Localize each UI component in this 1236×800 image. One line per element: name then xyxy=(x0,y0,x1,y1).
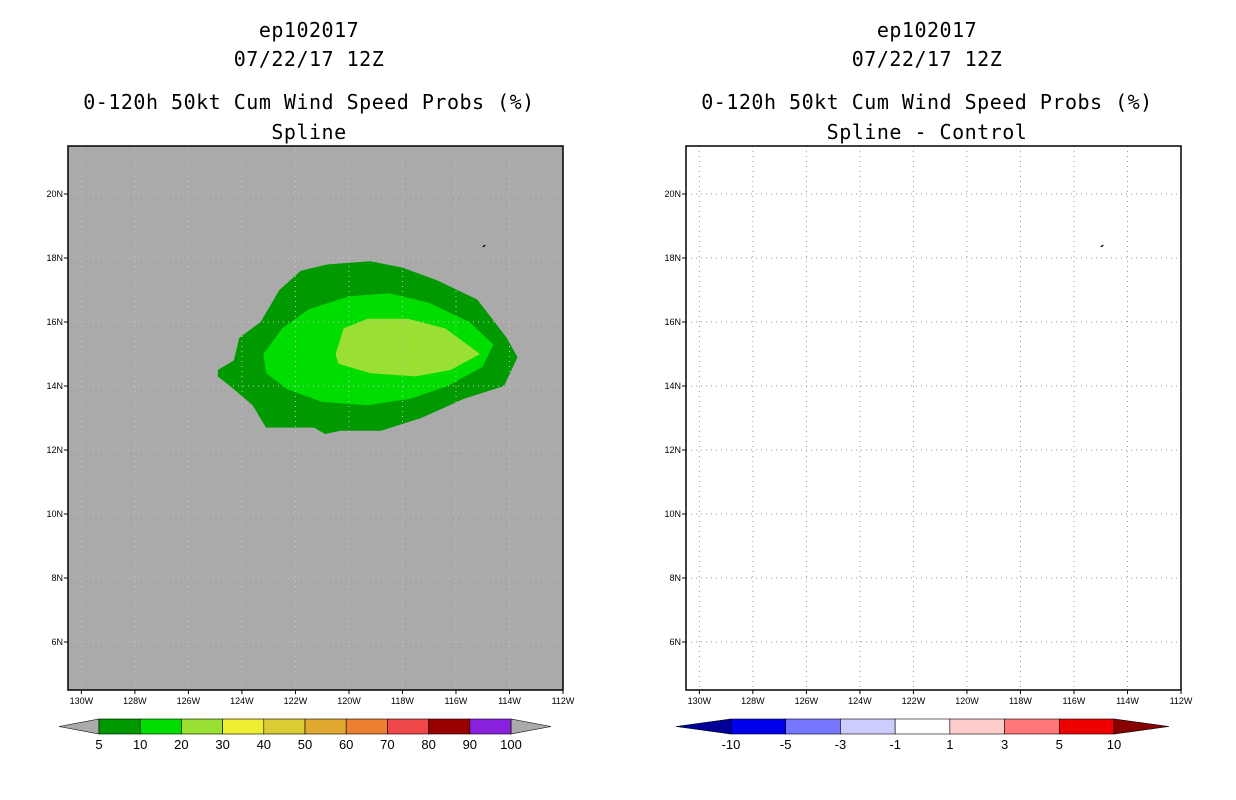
y-tick-label: 6N xyxy=(669,637,681,647)
product-title: 0-120h 50kt Cum Wind Speed Probs (%) xyxy=(83,90,535,114)
difference-map: 130W 128W 126W 124W 122W 120W 118W 116W 114W 112W… xyxy=(664,145,1193,752)
colorbar-label: 5 xyxy=(1056,737,1063,752)
colorbar-label: -10 xyxy=(722,737,741,752)
x-tick-label: 120W xyxy=(337,696,361,706)
x-tick-label: 130W xyxy=(688,696,712,706)
y-tick-label: 16N xyxy=(664,317,681,327)
colorbar-label: 70 xyxy=(380,737,394,752)
x-tick-label: 116W xyxy=(1063,696,1086,706)
colorbar-swatch xyxy=(98,718,141,735)
x-tick-label: 122W xyxy=(902,696,926,706)
x-tick-label: 114W xyxy=(1116,696,1139,706)
y-tick-label: 14N xyxy=(664,381,681,391)
colorbar-label: 5 xyxy=(95,737,102,752)
map-frame xyxy=(685,145,1182,691)
colorbar-low-end xyxy=(58,718,100,735)
difference-panel: ep102017 07/22/17 12Z 0-120h 50kt Cum Wi… xyxy=(618,0,1236,800)
x-tick-label: 128W xyxy=(741,696,765,706)
x-tick-label: 112W xyxy=(552,696,575,706)
x-tick-label: 124W xyxy=(230,696,254,706)
x-tick-label: 118W xyxy=(391,696,414,706)
colorbar-swatch xyxy=(894,718,951,735)
colorbar-swatch xyxy=(469,718,512,735)
colorbar-label: 80 xyxy=(421,737,435,752)
x-tick-label: 128W xyxy=(123,696,147,706)
colorbar-high-end xyxy=(1113,718,1170,735)
x-tick-label: 120W xyxy=(955,696,979,706)
y-tick-label: 8N xyxy=(669,573,681,583)
colorbar-swatch xyxy=(387,718,429,735)
spline-panel: ep102017 07/22/17 12Z 0-120h 50kt Cum Wi… xyxy=(46,18,575,752)
colorbar-label: 10 xyxy=(133,737,147,752)
y-tick-label: 20N xyxy=(664,189,681,199)
datetime-title: 07/22/17 12Z xyxy=(851,47,1003,71)
colorbar-label: -1 xyxy=(889,737,901,752)
x-tick-label: 124W xyxy=(848,696,872,706)
storm-id-title: ep102017 xyxy=(876,18,978,42)
colorbar-label: 40 xyxy=(257,737,271,752)
colorbar-swatch xyxy=(1058,718,1115,735)
y-tick-label: 12N xyxy=(46,445,63,455)
map-frame xyxy=(67,145,564,691)
island-mark xyxy=(1100,244,1104,248)
colorbar-label: 30 xyxy=(215,737,229,752)
colorbar-swatch xyxy=(949,718,1005,735)
x-tick-label: 130W xyxy=(70,696,94,706)
colorbar-swatch xyxy=(263,718,306,735)
colorbar-swatch xyxy=(222,718,265,735)
island-mark xyxy=(482,244,486,248)
colorbar-label: -3 xyxy=(835,737,847,752)
colorbar-label: 50 xyxy=(298,737,312,752)
datetime-title: 07/22/17 12Z xyxy=(233,47,385,71)
colorbar-swatch xyxy=(304,718,347,735)
colorbar-swatch xyxy=(730,718,787,735)
colorbar-label: 90 xyxy=(463,737,477,752)
model-subtitle: Spline - Control xyxy=(826,120,1028,144)
y-tick-label: 18N xyxy=(664,253,681,263)
colorbar-swatch xyxy=(840,718,896,735)
colorbar-swatch xyxy=(785,718,841,735)
storm-id-title: ep102017 xyxy=(258,18,360,42)
map-background xyxy=(686,146,1181,690)
y-tick-label: 10N xyxy=(46,509,63,519)
x-tick-label: 112W xyxy=(1170,696,1193,706)
colorbar-label: 3 xyxy=(1001,737,1008,752)
x-tick-label: 114W xyxy=(498,696,521,706)
y-tick-label: 14N xyxy=(46,381,63,391)
colorbar-swatch xyxy=(428,718,471,735)
x-tick-label: 116W xyxy=(445,696,468,706)
colorbar-label: 60 xyxy=(339,737,353,752)
y-tick-label: 18N xyxy=(46,253,63,263)
y-tick-label: 10N xyxy=(664,509,681,519)
y-tick-label: 20N xyxy=(46,189,63,199)
colorbar-label: 1 xyxy=(946,737,953,752)
model-subtitle: Spline xyxy=(271,120,347,144)
colorbar-label: 10 xyxy=(1107,737,1121,752)
y-tick-label: 6N xyxy=(51,637,63,647)
x-tick-label: 122W xyxy=(284,696,308,706)
contour-20-30 xyxy=(335,318,481,377)
x-tick-label: 126W xyxy=(177,696,201,706)
colorbar-label: -5 xyxy=(780,737,792,752)
y-tick-label: 8N xyxy=(51,573,63,583)
y-tick-label: 16N xyxy=(46,317,63,327)
x-tick-label: 118W xyxy=(1009,696,1032,706)
colorbar-swatch xyxy=(139,718,182,735)
colorbar-swatch xyxy=(181,718,223,735)
colorbar-label: 100 xyxy=(500,737,522,752)
colorbar-high-end xyxy=(510,718,552,735)
colorbar-label: 20 xyxy=(174,737,188,752)
probability-map: 130W 128W 126W 124W 122W 120W 118W 116W 114W 112W… xyxy=(46,145,575,752)
colorbar-swatch xyxy=(345,718,388,735)
colorbar-low-end xyxy=(675,718,732,735)
colorbar-swatch xyxy=(1004,718,1060,735)
y-tick-label: 12N xyxy=(664,445,681,455)
product-title: 0-120h 50kt Cum Wind Speed Probs (%) xyxy=(701,90,1153,114)
x-tick-label: 126W xyxy=(795,696,819,706)
